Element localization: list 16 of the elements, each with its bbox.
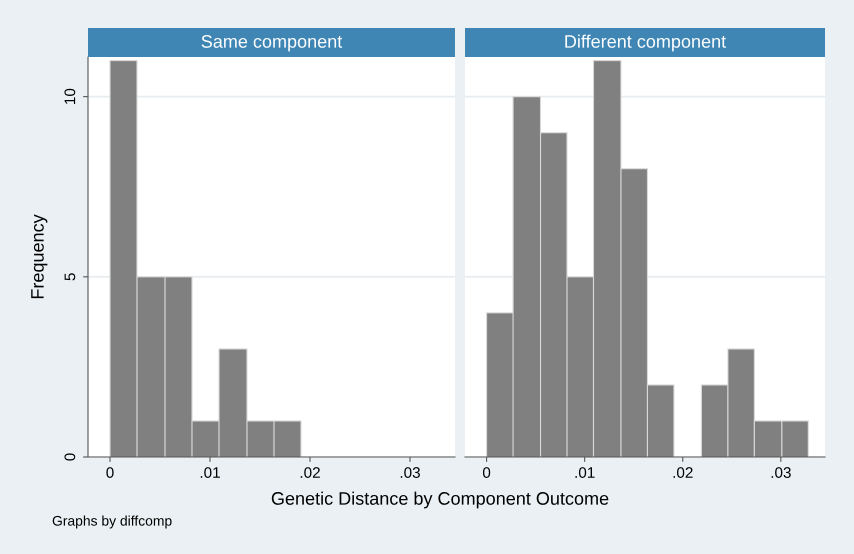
text: Graphs by diffcomp (52, 516, 172, 528)
y-tick-label: 5 (64, 273, 76, 280)
y-axis-title: Frequency (31, 214, 48, 298)
chart-title: Same component (202, 35, 342, 52)
x-tick-label: .03 (772, 467, 791, 478)
x-tick-label: .01 (200, 467, 220, 478)
x-tick-label: .02 (300, 467, 320, 478)
x-axis-title: Genetic Distance by Component Outcome (272, 492, 608, 508)
y-tick-label: 10 (64, 88, 76, 104)
x-tick-label: .01 (575, 467, 595, 478)
x-tick-label: .03 (400, 467, 420, 478)
x-tick-label: .02 (674, 467, 693, 478)
x-tick-label: 0 (106, 467, 114, 478)
y-tick-label: 0 (64, 453, 76, 461)
chart-title: Different component (565, 34, 726, 52)
x-tick-label: 0 (482, 467, 490, 478)
